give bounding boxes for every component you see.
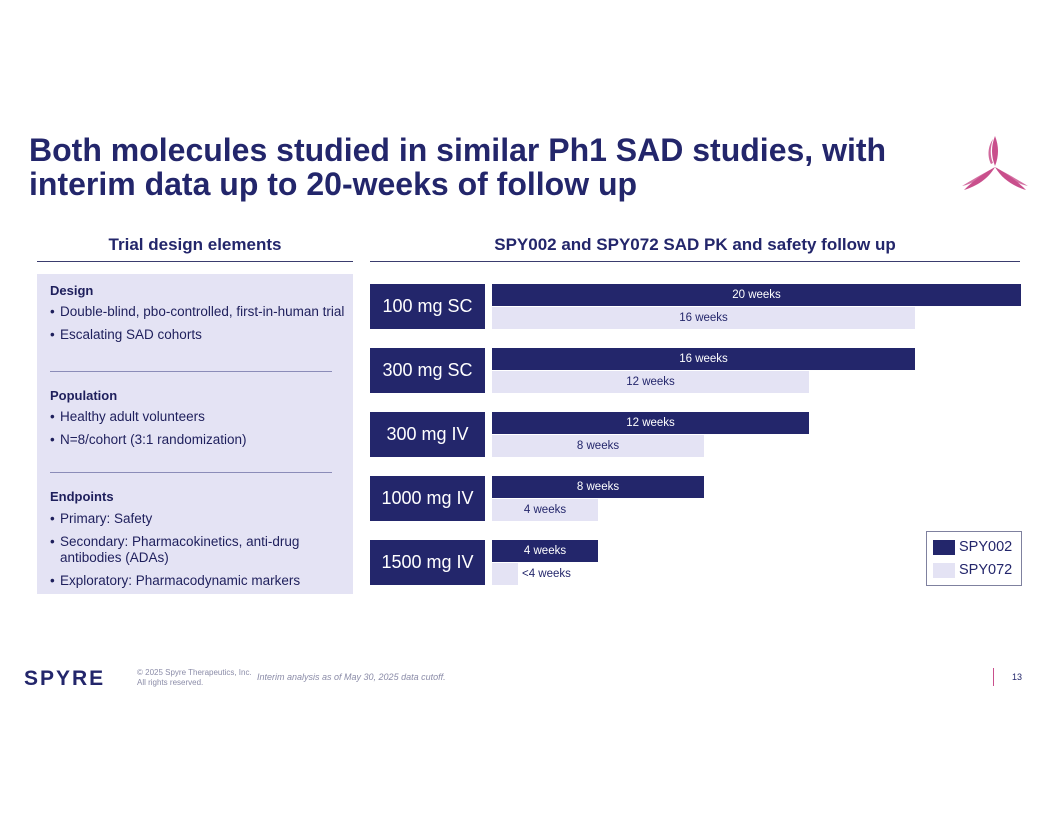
legend-label-spy002: SPY002 xyxy=(959,539,1013,555)
copyright: © 2025 Spyre Therapeutics, Inc. All righ… xyxy=(137,668,252,687)
trial-design-panel: Design • Double-blind, pbo-controlled, fi… xyxy=(37,274,353,594)
bar-spy072 xyxy=(492,563,518,585)
legend-swatch-spy002 xyxy=(933,539,955,555)
title-line-1: Both molecules studied in similar Ph1 SA… xyxy=(29,132,887,168)
design-bullet: • Double-blind, pbo-controlled, first-in-… xyxy=(50,304,345,319)
bar-spy002: 8 weeks xyxy=(492,476,704,498)
bar-value-label: 4 weeks xyxy=(523,545,567,557)
dose-label: 100 mg SC xyxy=(370,284,485,329)
endpoints-bullet: • Exploratory: Pharmacodynamic markers xyxy=(50,573,301,588)
population-title: Population xyxy=(50,388,118,403)
bar-value-label: 20 weeks xyxy=(732,289,781,301)
dose-label: 1000 mg IV xyxy=(370,476,485,521)
left-heading-divider xyxy=(37,261,353,262)
slide-title: Both molecules studied in similar Ph1 SA… xyxy=(29,133,929,201)
bar-value-label: 16 weeks xyxy=(679,312,728,324)
bar-spy072: 16 weeks xyxy=(492,307,915,329)
bar-value-label: 16 weeks xyxy=(679,353,728,365)
bar-value-label: 4 weeks xyxy=(523,504,567,516)
bar-spy072: 4 weeks xyxy=(492,499,598,521)
endpoints-bullet-continued: antibodies (ADAs) xyxy=(60,550,169,565)
bar-value-label: 12 weeks xyxy=(626,417,675,429)
dose-label: 300 mg SC xyxy=(370,348,485,393)
bar-value-label: 8 weeks xyxy=(576,440,620,452)
section-divider xyxy=(50,371,332,372)
bar-spy072: 8 weeks xyxy=(492,435,704,457)
legend-item-spy002: SPY002 xyxy=(933,539,1012,555)
bar-spy002: 16 weeks xyxy=(492,348,915,370)
dose-label: 1500 mg IV xyxy=(370,540,485,585)
dose-label: 300 mg IV xyxy=(370,412,485,457)
population-bullet: • N=8/cohort (3:1 randomization) xyxy=(50,432,247,447)
legend-label-spy072: SPY072 xyxy=(959,562,1013,578)
endpoints-title: Endpoints xyxy=(50,489,114,504)
title-line-2: interim data up to 20-weeks of follow up xyxy=(29,166,638,202)
bar-spy002: 4 weeks xyxy=(492,540,598,562)
population-bullet: • Healthy adult volunteers xyxy=(50,409,205,424)
spyre-logo-icon xyxy=(962,136,1028,190)
bar-spy002: 20 weeks xyxy=(492,284,1021,306)
right-heading-divider xyxy=(370,261,1020,262)
bar-spy072: 12 weeks xyxy=(492,371,809,393)
endpoints-bullet: • Primary: Safety xyxy=(50,511,153,526)
endpoints-bullet: • Secondary: Pharmacokinetics, anti-drug xyxy=(50,534,300,549)
follow-up-heading: SPY002 and SPY072 SAD PK and safety foll… xyxy=(494,235,896,254)
page-number-divider xyxy=(993,668,994,686)
bar-spy002: 12 weeks xyxy=(492,412,809,434)
legend-item-spy072: SPY072 xyxy=(933,562,1012,578)
bar-value-label: 12 weeks xyxy=(626,376,675,388)
design-bullet: • Escalating SAD cohorts xyxy=(50,327,202,342)
spyre-wordmark: SPYRE xyxy=(24,667,106,690)
section-divider xyxy=(50,472,332,473)
trial-design-heading: Trial design elements xyxy=(108,235,282,254)
chart-legend: SPY002 SPY072 xyxy=(926,531,1022,586)
data-cutoff-note: Interim analysis as of May 30, 2025 data… xyxy=(257,672,446,682)
legend-swatch-spy072 xyxy=(933,562,955,578)
design-title: Design xyxy=(50,283,94,298)
bar-value-label: 8 weeks xyxy=(576,481,620,493)
page-number: 13 xyxy=(1012,672,1023,682)
bar-value-label: <4 weeks xyxy=(522,568,571,580)
